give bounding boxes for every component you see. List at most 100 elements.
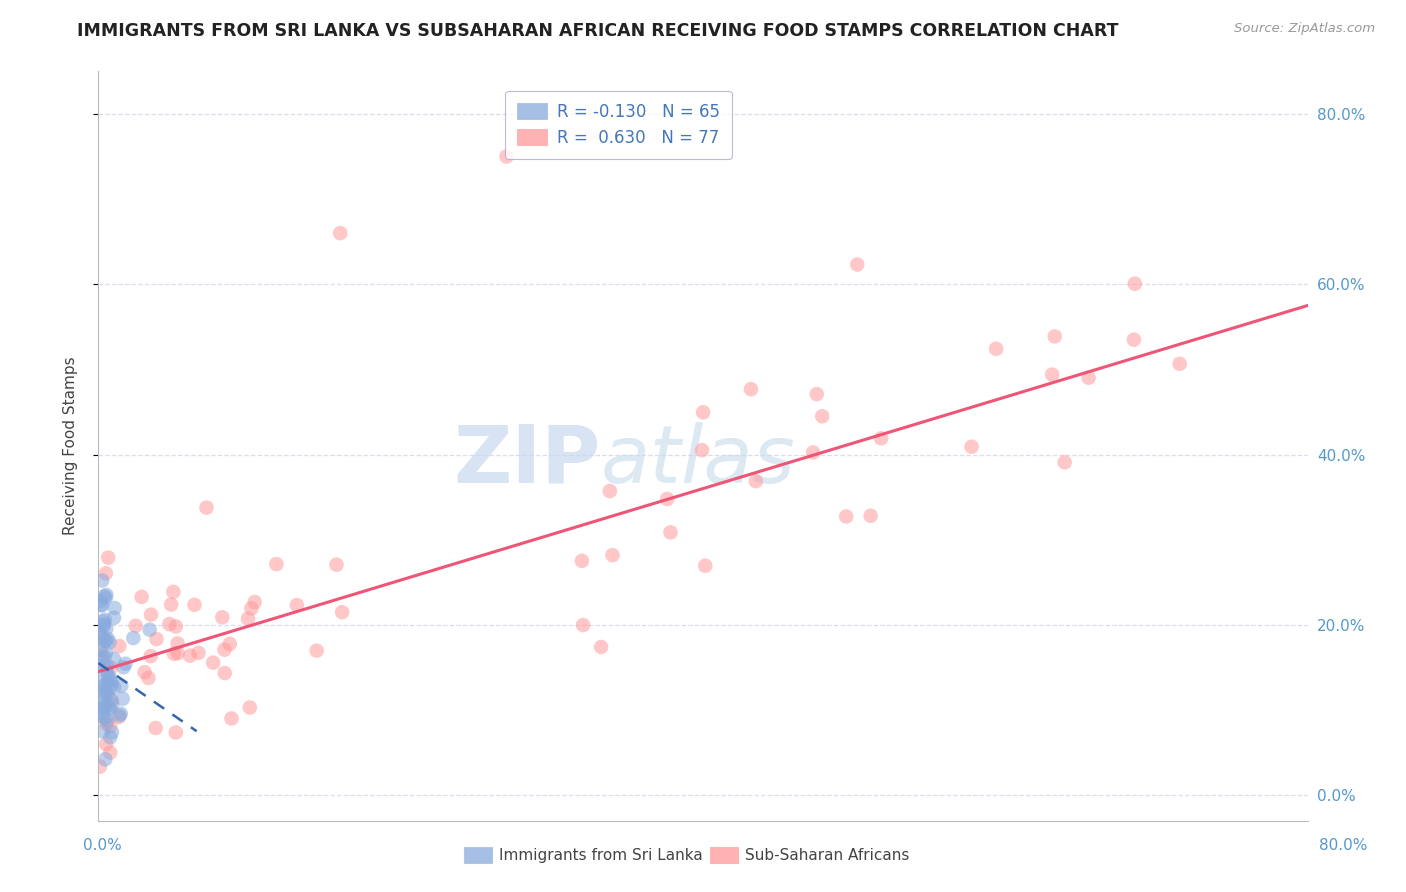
Point	[103, 652, 125, 666]
Point	[811, 409, 834, 424]
Point	[1040, 368, 1063, 382]
Text: Source: ZipAtlas.com: Source: ZipAtlas.com	[1234, 22, 1375, 36]
Point	[103, 611, 125, 625]
Text: ZIP: ZIP	[453, 422, 600, 500]
Point	[96, 716, 118, 731]
Text: atlas: atlas	[600, 422, 794, 500]
Point	[97, 632, 120, 646]
Point	[91, 700, 114, 714]
Point	[329, 226, 352, 240]
Point	[266, 557, 288, 571]
Point	[657, 491, 679, 506]
Point	[98, 635, 121, 649]
Point	[94, 633, 117, 648]
Point	[162, 584, 184, 599]
Point	[214, 642, 236, 657]
Point	[90, 642, 112, 657]
Point	[846, 257, 869, 271]
Point	[98, 700, 121, 714]
Y-axis label: Receiving Food Stamps: Receiving Food Stamps	[63, 357, 77, 535]
Point	[139, 649, 162, 664]
Point	[740, 382, 762, 396]
Point	[89, 662, 111, 676]
Point	[984, 342, 1007, 356]
Point	[218, 637, 240, 651]
Point	[166, 636, 188, 650]
Point	[236, 612, 259, 626]
Point	[131, 590, 153, 604]
Point	[1043, 329, 1066, 343]
Point	[187, 646, 209, 660]
Point	[94, 591, 117, 605]
Point	[90, 647, 112, 661]
Point	[91, 598, 114, 612]
Point	[96, 658, 118, 673]
Point	[96, 588, 118, 602]
Point	[179, 648, 201, 663]
Point	[111, 691, 134, 706]
Point	[145, 632, 167, 646]
Point	[89, 759, 111, 773]
Point	[100, 673, 122, 688]
Text: 80.0%: 80.0%	[1319, 838, 1367, 853]
Legend: R = -0.130   N = 65, R =  0.630   N = 77: R = -0.130 N = 65, R = 0.630 N = 77	[505, 91, 731, 159]
Point	[91, 615, 114, 629]
Point	[91, 659, 114, 673]
Point	[571, 554, 593, 568]
Point	[93, 617, 115, 632]
Point	[1123, 277, 1146, 291]
Point	[89, 624, 111, 639]
Point	[221, 711, 243, 725]
Point	[94, 688, 117, 702]
Point	[183, 598, 205, 612]
Point	[98, 701, 121, 715]
Point	[98, 746, 121, 760]
Point	[214, 666, 236, 681]
Point	[202, 656, 225, 670]
Point	[1053, 455, 1076, 469]
Point	[239, 700, 262, 714]
Point	[165, 619, 187, 633]
Text: 0.0%: 0.0%	[83, 838, 122, 853]
Point	[122, 631, 145, 645]
Point	[90, 628, 112, 642]
Point	[94, 711, 117, 725]
Point	[93, 618, 115, 632]
Point	[98, 731, 121, 745]
Text: IMMIGRANTS FROM SRI LANKA VS SUBSAHARAN AFRICAN RECEIVING FOOD STAMPS CORRELATIO: IMMIGRANTS FROM SRI LANKA VS SUBSAHARAN …	[77, 22, 1119, 40]
Point	[94, 613, 117, 627]
Point	[108, 708, 131, 723]
Point	[139, 607, 162, 622]
Point	[745, 474, 768, 488]
Point	[94, 698, 117, 712]
Point	[97, 687, 120, 701]
Point	[305, 643, 328, 657]
Point	[94, 634, 117, 648]
Point	[166, 646, 188, 660]
Point	[94, 685, 117, 699]
Point	[90, 676, 112, 690]
Point	[112, 660, 135, 674]
Point	[94, 752, 117, 766]
Point	[93, 679, 115, 693]
Point	[93, 681, 115, 696]
Point	[125, 619, 148, 633]
Point	[695, 558, 717, 573]
Point	[96, 664, 118, 678]
Point	[108, 710, 131, 724]
Point	[835, 509, 858, 524]
Text: Sub-Saharan Africans: Sub-Saharan Africans	[745, 848, 910, 863]
Point	[96, 675, 118, 690]
Point	[240, 601, 263, 615]
Point	[243, 595, 266, 609]
Point	[96, 714, 118, 728]
Point	[1077, 370, 1099, 384]
Point	[97, 669, 120, 683]
Point	[91, 710, 114, 724]
Point	[591, 640, 613, 654]
Point	[1168, 357, 1191, 371]
Point	[89, 695, 111, 709]
Point	[100, 660, 122, 674]
Point	[599, 483, 621, 498]
Point	[325, 558, 347, 572]
